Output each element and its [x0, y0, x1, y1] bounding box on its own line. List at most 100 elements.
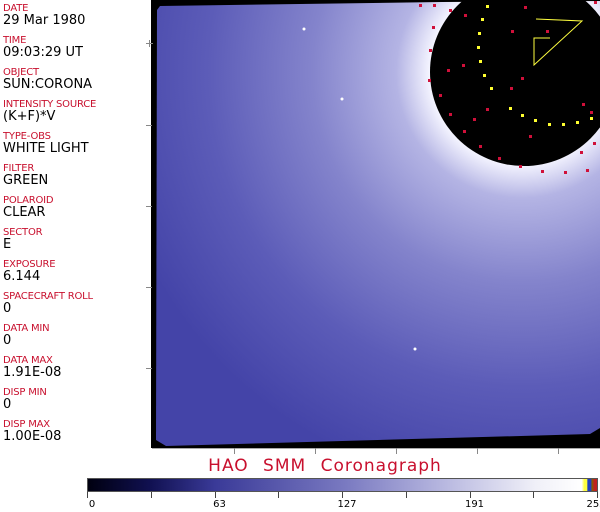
field-label: SPACECRAFT ROLL [3, 291, 93, 302]
field-value: 09:03:29 UT [3, 45, 83, 60]
red-marker [419, 4, 422, 7]
colorbar-tick [469, 492, 471, 498]
field-label: DISP MIN [3, 387, 47, 398]
colorbar-tick-label: 191 [464, 499, 485, 510]
occulting-disk [430, 0, 600, 166]
field-data-min: DATA MIN 0 [3, 323, 50, 348]
field-label: DATA MIN [3, 323, 50, 334]
field-polaroid: POLAROID CLEAR [3, 195, 54, 220]
axis-tick [149, 40, 150, 47]
yellow-marker [490, 87, 493, 90]
axis-line [152, 448, 600, 449]
field-type-obs: TYPE-OBS WHITE LIGHT [3, 131, 89, 156]
field-value: CLEAR [3, 205, 46, 220]
colorbar-tick [597, 492, 598, 498]
axis-tick [146, 368, 152, 369]
yellow-marker [479, 60, 482, 63]
field-exposure: EXPOSURE 6.144 [3, 259, 56, 284]
colorbar-tick-label: 63 [213, 499, 226, 510]
header-info-panel: DATE 29 Mar 1980 TIME 09:03:29 UT OBJECT SUN:… [0, 0, 152, 448]
colorbar-tick-label: 127 [337, 499, 357, 510]
bright-spot [302, 27, 306, 31]
red-marker [580, 151, 583, 154]
field-disp-max: DISP MAX 1.00E-08 [3, 419, 61, 444]
axis-tick [315, 448, 316, 454]
red-marker [521, 77, 524, 80]
field-label: OBJECT [3, 67, 39, 78]
colorbar-tick [342, 492, 343, 498]
red-marker [564, 171, 567, 174]
red-marker [473, 118, 476, 121]
red-marker [510, 87, 513, 90]
red-marker [586, 169, 589, 172]
bright-spot [413, 347, 417, 351]
red-marker [546, 30, 549, 33]
field-value: SUN:CORONA [3, 77, 93, 92]
yellow-marker [486, 5, 489, 8]
field-value: GREEN [3, 173, 49, 188]
fiducial-marks [419, 1, 597, 174]
yellow-marker [576, 121, 579, 124]
axis-tick [234, 448, 235, 454]
bright-spot [340, 97, 344, 101]
red-marker [433, 4, 436, 7]
field-value: E [3, 237, 12, 252]
red-marker [582, 103, 585, 106]
field-value: 1.91E-08 [3, 365, 62, 380]
field-label: POLAROID [3, 195, 54, 206]
field-label: DATA MAX [3, 355, 53, 366]
yellow-marker [534, 119, 537, 122]
red-marker [428, 79, 431, 82]
axis-tick [477, 448, 478, 454]
field-label: SECTOR [3, 227, 43, 238]
yellow-marker [521, 114, 524, 117]
red-marker [529, 135, 532, 138]
colorbar-tick [533, 492, 535, 498]
red-marker [463, 130, 466, 133]
red-marker [594, 1, 597, 4]
field-value: WHITE LIGHT [3, 141, 89, 156]
red-marker [486, 108, 489, 111]
yellow-marker [481, 18, 484, 21]
field-time: TIME 09:03:29 UT [3, 35, 83, 60]
field-label: TYPE-OBS [3, 131, 51, 142]
axis-tick [558, 448, 559, 454]
colorbar-tick [278, 492, 280, 498]
yellow-marker [483, 74, 486, 77]
red-marker [439, 94, 442, 97]
field-value: (K+F)*V [3, 109, 56, 124]
axis-tick [146, 287, 152, 288]
field-value: 29 Mar 1980 [3, 13, 86, 28]
field-value: 0 [3, 397, 12, 412]
field-sector: SECTOR E [3, 227, 43, 252]
yellow-marker [562, 123, 565, 126]
red-marker [479, 145, 482, 148]
red-marker [447, 69, 450, 72]
yellow-marker [590, 117, 593, 120]
colorbar-tick-label: 255 [586, 499, 600, 510]
red-marker [590, 111, 593, 114]
red-marker [593, 142, 596, 145]
axis-tick [146, 125, 152, 126]
field-value: 0 [3, 301, 12, 316]
coronagraph-image [152, 0, 600, 448]
red-marker [498, 157, 501, 160]
field-label: DISP MAX [3, 419, 50, 430]
field-object: OBJECT SUN:CORONA [3, 67, 92, 92]
yellow-marker [509, 107, 512, 110]
red-marker [449, 113, 452, 116]
field-label: FILTER [3, 163, 35, 174]
field-label: DATE [3, 3, 29, 14]
axis-tick [146, 206, 152, 207]
red-marker [541, 170, 544, 173]
field-disp-min: DISP MIN 0 [3, 387, 47, 412]
field-intensity-source: INTENSITY SOURCE (K+F)*V [3, 99, 96, 124]
yellow-marker [548, 123, 551, 126]
red-marker [432, 26, 435, 29]
yellow-marker [478, 32, 481, 35]
field-label: INTENSITY SOURCE [3, 99, 97, 110]
field-value: 6.144 [3, 269, 41, 284]
field-date: DATE 29 Mar 1980 [3, 3, 85, 28]
field-data-max: DATA MAX 1.91E-08 [3, 355, 61, 380]
roll-indicator [533, 18, 584, 67]
